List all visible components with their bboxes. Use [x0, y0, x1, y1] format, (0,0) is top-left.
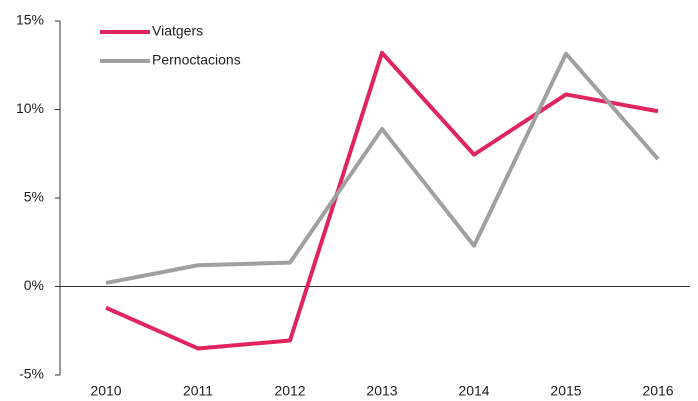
series-line: [105, 51, 660, 285]
x-tick-label: 2011: [183, 383, 213, 399]
y-tick-label: 5%: [24, 189, 44, 205]
x-tick-label: 2016: [642, 383, 673, 399]
y-tick-label: 15%: [16, 12, 44, 28]
legend-label: Viatgers: [152, 23, 203, 39]
x-tick-label: 2014: [458, 383, 489, 399]
x-tick-label: 2012: [274, 383, 305, 399]
x-tick-label: 2013: [366, 383, 397, 399]
y-tick-label: 10%: [16, 100, 44, 116]
legend-label: Pernoctacions: [152, 52, 241, 68]
x-tick-label: 2010: [90, 383, 121, 399]
series-line: [105, 50, 659, 351]
y-tick-label: -5%: [19, 366, 44, 382]
y-tick-label: 0%: [24, 277, 44, 293]
x-tick-label: 2015: [550, 383, 581, 399]
